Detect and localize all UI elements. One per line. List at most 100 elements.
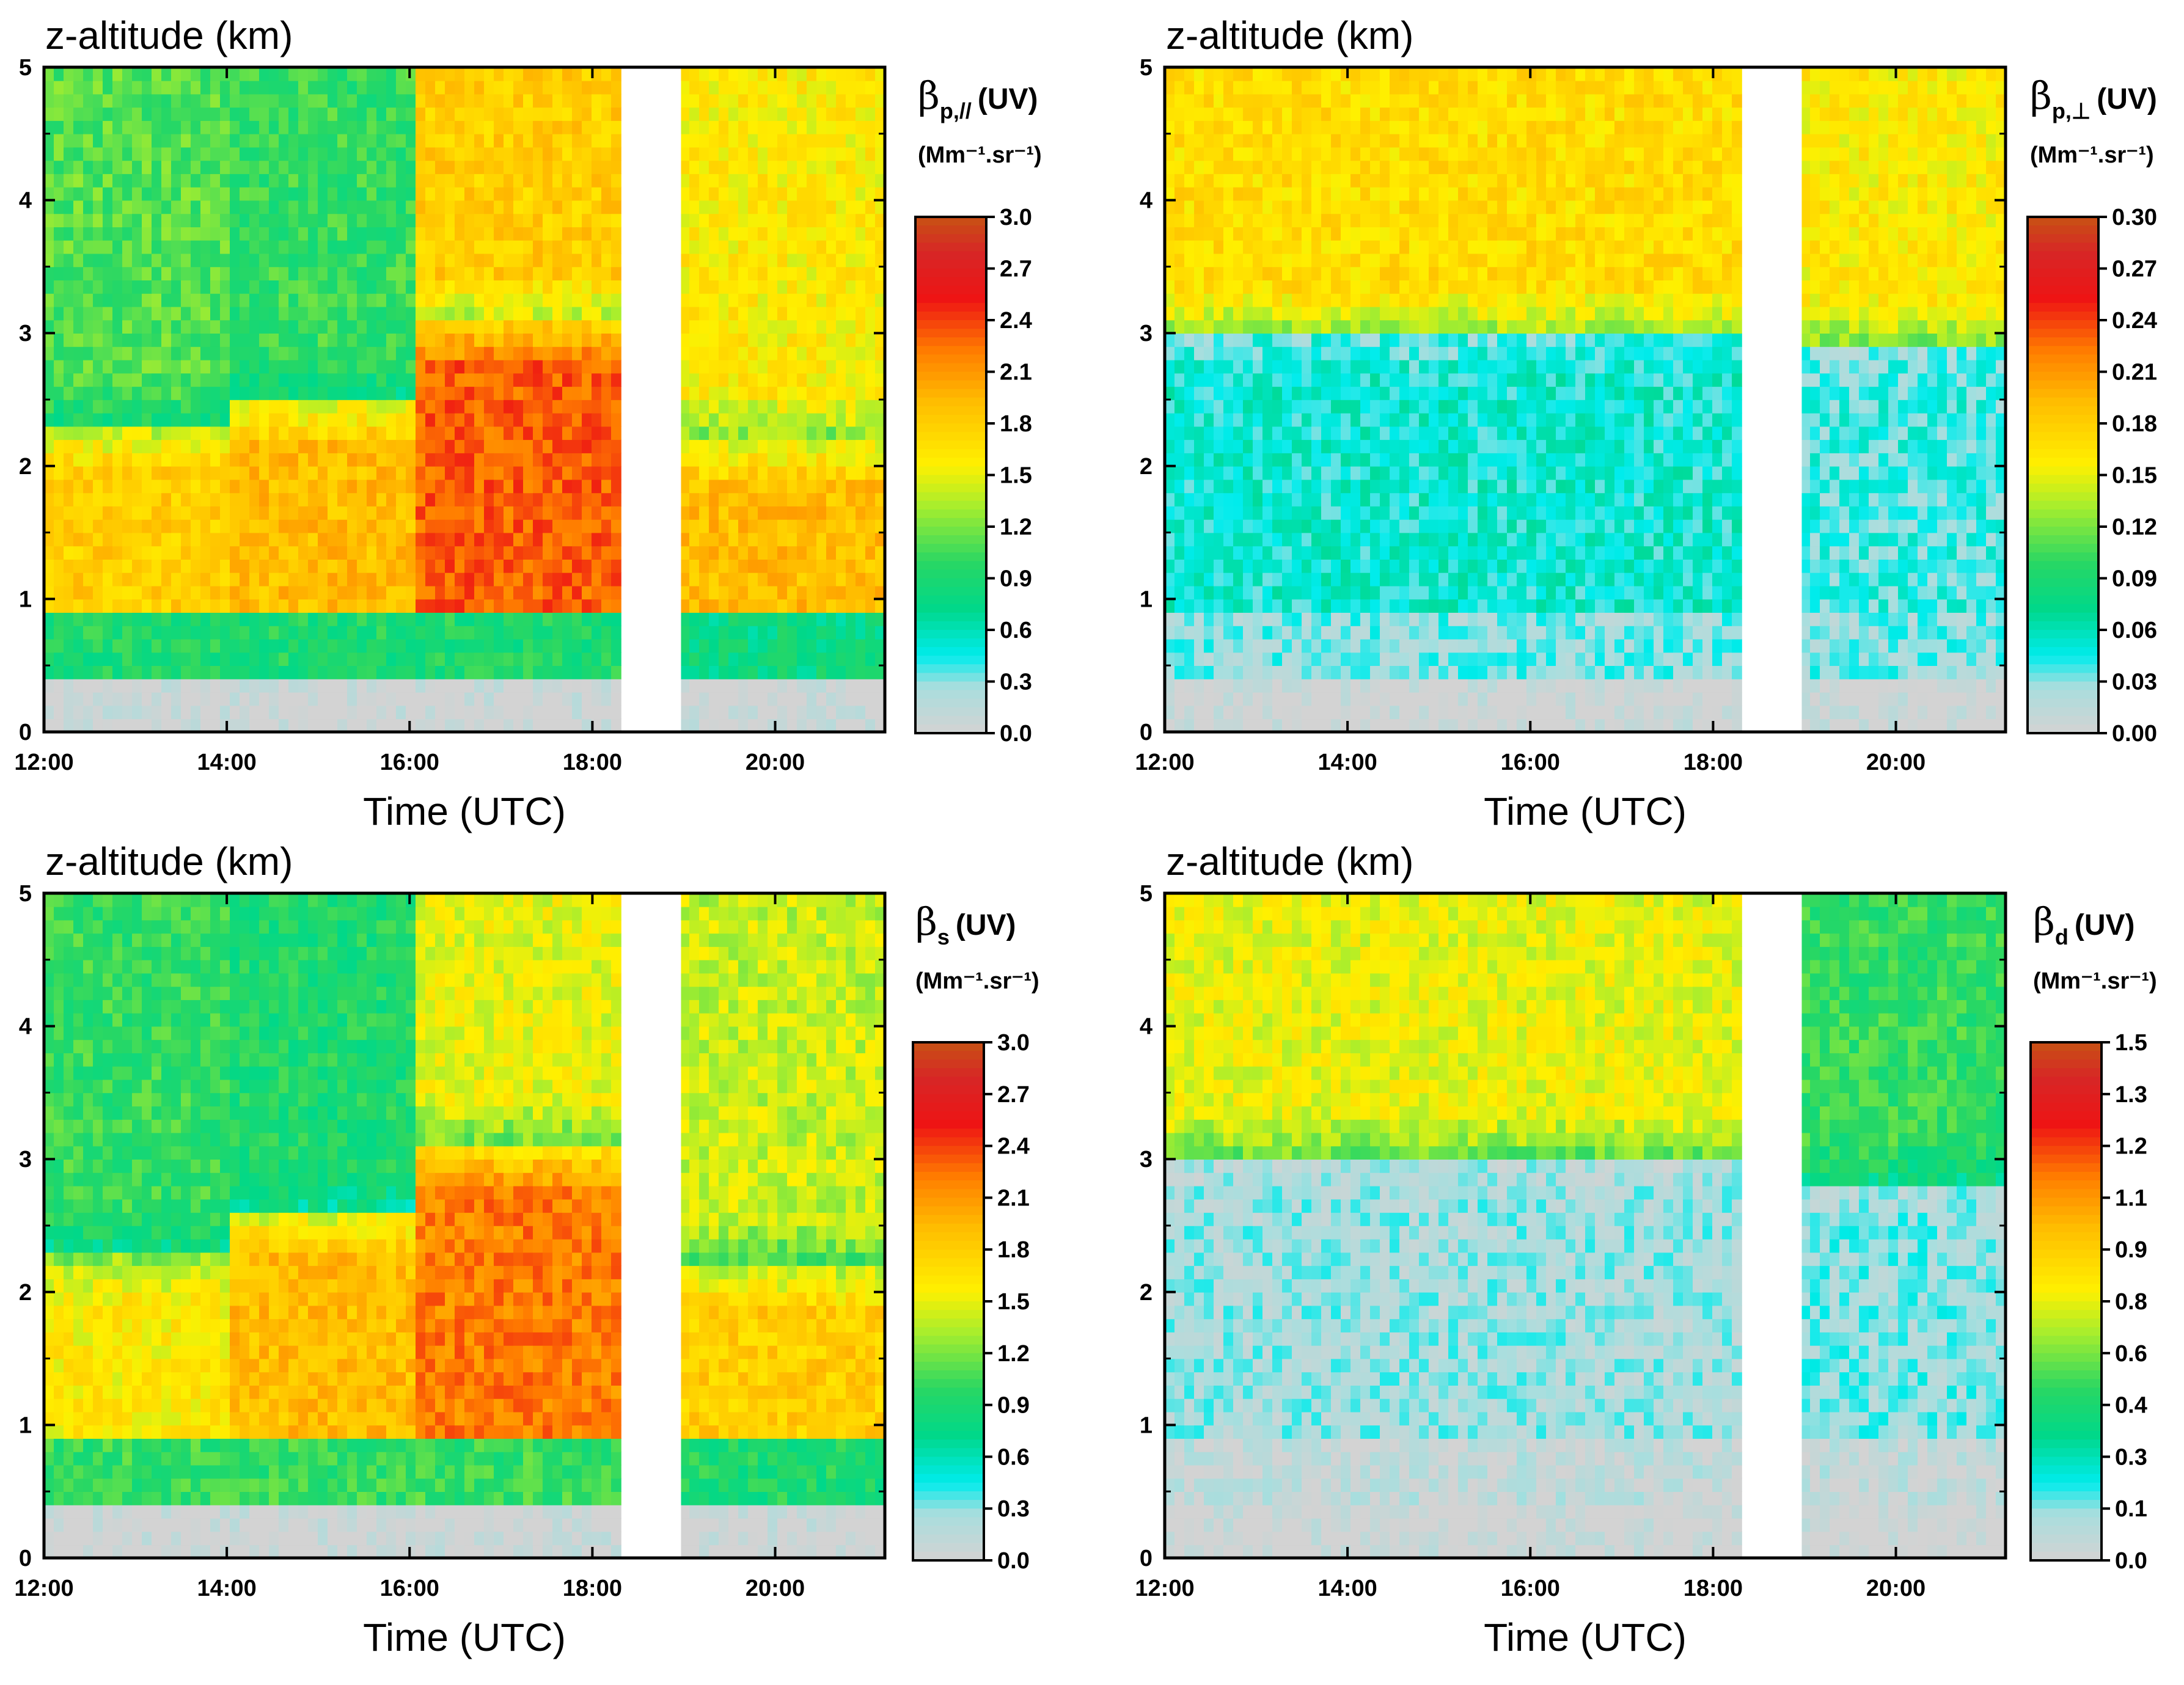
- heatmap-cell: [738, 174, 749, 188]
- heatmap-cell: [787, 638, 797, 653]
- heatmap-cell: [1165, 346, 1175, 360]
- heatmap-cell: [191, 665, 201, 679]
- heatmap-cell: [103, 585, 113, 600]
- heatmap-cell: [1243, 692, 1253, 706]
- colorbar-strip: [915, 440, 986, 450]
- heatmap-cell: [523, 692, 533, 706]
- heatmap-cell: [1262, 373, 1273, 387]
- heatmap-cell: [582, 359, 592, 374]
- heatmap-cell: [181, 439, 191, 453]
- heatmap-cell: [210, 293, 221, 307]
- heatmap-cell: [240, 479, 250, 494]
- heatmap-cell: [161, 200, 172, 214]
- heatmap-cell: [836, 320, 846, 334]
- heatmap-cell: [396, 67, 406, 81]
- heatmap-cell: [543, 718, 553, 733]
- heatmap-cell: [748, 479, 758, 494]
- heatmap-cell: [181, 546, 191, 560]
- heatmap-cell: [1321, 253, 1332, 268]
- heatmap-cell: [758, 612, 768, 626]
- heatmap-cell: [748, 585, 758, 600]
- heatmap-cell: [1321, 652, 1332, 666]
- heatmap-cell: [279, 147, 289, 161]
- heatmap-cell: [748, 638, 758, 653]
- heatmap-cell: [1292, 572, 1302, 587]
- heatmap-cell: [152, 453, 162, 467]
- heatmap-cell: [210, 373, 221, 387]
- heatmap-cell: [719, 426, 729, 440]
- heatmap-cell: [210, 386, 221, 400]
- heatmap-cell: [83, 453, 93, 467]
- heatmap-cell: [171, 599, 181, 613]
- heatmap-cell: [826, 679, 837, 693]
- heatmap-cell: [386, 665, 397, 679]
- heatmap-cell: [347, 80, 357, 95]
- heatmap-cell: [171, 320, 181, 334]
- heatmap-cell: [73, 705, 84, 720]
- heatmap-cell: [689, 559, 700, 573]
- heatmap-cell: [93, 479, 103, 494]
- heatmap-cell: [748, 359, 758, 374]
- heatmap-cell: [347, 400, 357, 414]
- heatmap-cell: [513, 306, 524, 321]
- heatmap-cell: [210, 80, 221, 95]
- heatmap-cell: [1204, 280, 1214, 294]
- heatmap-cell: [200, 359, 211, 374]
- heatmap-cell: [396, 426, 406, 440]
- heatmap-cell: [856, 120, 866, 134]
- heatmap-cell: [386, 186, 397, 201]
- heatmap-cell: [768, 559, 778, 573]
- heatmap-cell: [768, 492, 778, 506]
- heatmap-cell: [494, 320, 504, 334]
- heatmap-cell: [856, 280, 866, 294]
- heatmap-cell: [543, 359, 553, 374]
- heatmap-cell: [171, 293, 181, 307]
- heatmap-cell: [474, 400, 485, 414]
- heatmap-cell: [807, 612, 817, 626]
- heatmap-cell: [112, 120, 123, 134]
- heatmap-cell: [240, 625, 250, 640]
- heatmap-cell: [259, 453, 269, 467]
- heatmap-cell: [328, 439, 338, 453]
- heatmap-cell: [376, 412, 387, 427]
- heatmap-cell: [308, 120, 318, 134]
- heatmap-cell: [181, 373, 191, 387]
- heatmap-cell: [474, 280, 485, 294]
- heatmap-cell: [1253, 638, 1263, 653]
- heatmap-cell: [846, 400, 856, 414]
- heatmap-cell: [484, 612, 494, 626]
- heatmap-cell: [1214, 519, 1224, 533]
- heatmap-cell: [1204, 479, 1214, 494]
- heatmap-cell: [504, 679, 514, 693]
- heatmap-cell: [103, 612, 113, 626]
- heatmap-cell: [1165, 679, 1175, 693]
- heatmap-cell: [719, 466, 729, 480]
- heatmap-cell: [1311, 293, 1322, 307]
- heatmap-cell: [240, 426, 250, 440]
- heatmap-cell: [680, 439, 690, 453]
- heatmap-cell: [719, 147, 729, 161]
- heatmap-cell: [161, 160, 172, 174]
- heatmap-cell: [826, 147, 837, 161]
- heatmap-cell: [728, 532, 739, 547]
- heatmap-cell: [240, 186, 250, 201]
- heatmap-cell: [1165, 213, 1175, 227]
- heatmap-cell: [797, 559, 807, 573]
- heatmap-cell: [269, 546, 279, 560]
- heatmap-cell: [856, 253, 866, 268]
- heatmap-cell: [230, 293, 240, 307]
- heatmap-cell: [298, 679, 309, 693]
- colorbar-strip: [915, 432, 986, 441]
- heatmap-cell: [122, 239, 133, 254]
- heatmap-cell: [240, 652, 250, 666]
- heatmap-cell: [865, 213, 876, 227]
- heatmap-cell: [181, 506, 191, 520]
- heatmap-cell: [161, 466, 172, 480]
- heatmap-cell: [396, 665, 406, 679]
- heatmap-cell: [1223, 625, 1234, 640]
- heatmap-cell: [230, 239, 240, 254]
- heatmap-cell: [1174, 479, 1185, 494]
- heatmap-cell: [435, 320, 445, 334]
- heatmap-cell: [455, 439, 465, 453]
- heatmap-cell: [1282, 359, 1292, 374]
